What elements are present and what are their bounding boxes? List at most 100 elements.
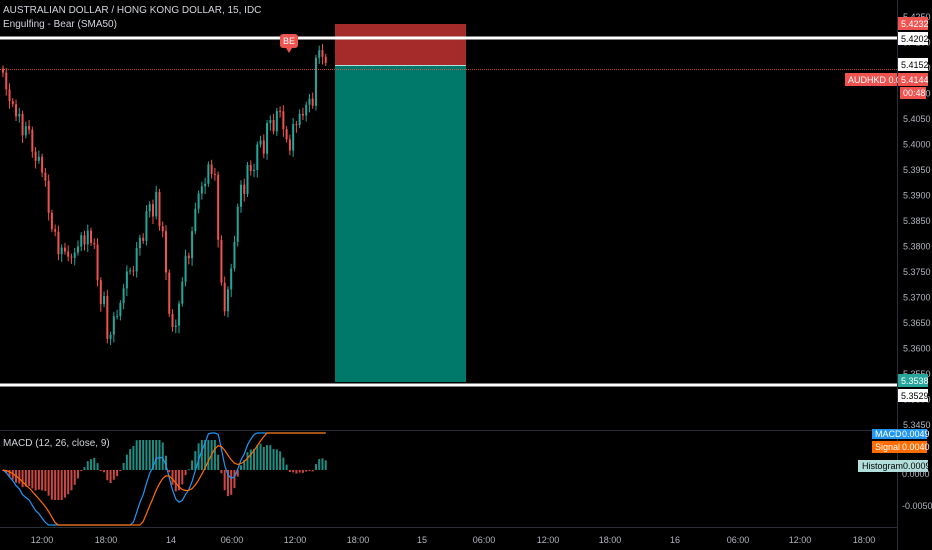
histogram-bar bbox=[279, 451, 282, 470]
histogram-bar bbox=[213, 440, 216, 470]
macd-axis-value: 0.0049 bbox=[902, 429, 930, 439]
time-tick: 16 bbox=[670, 535, 680, 545]
candle-body bbox=[233, 241, 236, 269]
candle-body bbox=[41, 156, 44, 173]
histogram-bar bbox=[184, 470, 187, 476]
candle-body bbox=[230, 268, 233, 290]
histogram-bar bbox=[37, 470, 40, 490]
time-tick: 12:00 bbox=[537, 535, 560, 545]
histogram-bar bbox=[308, 470, 311, 471]
price-tick: 5.3650 bbox=[903, 318, 931, 328]
candle-body bbox=[70, 256, 73, 258]
time-tick: 18:00 bbox=[347, 535, 370, 545]
candles-group bbox=[2, 44, 327, 345]
signal-axis-value: 0.0040 bbox=[902, 442, 930, 452]
histogram-bar bbox=[41, 470, 44, 491]
time-tick: 14 bbox=[166, 535, 176, 545]
candle-body bbox=[282, 111, 285, 130]
candle-body bbox=[90, 230, 93, 243]
histogram-bar bbox=[262, 446, 265, 470]
candle-body bbox=[311, 98, 314, 106]
chart-title[interactable]: AUSTRALIAN DOLLAR / HONG KONG DOLLAR, 15… bbox=[3, 5, 262, 16]
candle-body bbox=[269, 120, 272, 124]
candle-body bbox=[142, 237, 145, 241]
time-tick: 15 bbox=[417, 535, 427, 545]
time-axis[interactable]: 12:00 18:00 14 06:00 12:00 18:00 15 06:00 12:00 1… bbox=[31, 535, 876, 545]
engulfing-bear-marker[interactable]: BE bbox=[280, 34, 298, 53]
time-tick: 18:00 bbox=[853, 535, 876, 545]
candle-body bbox=[155, 191, 158, 217]
candle-body bbox=[223, 282, 226, 312]
time-tick: 06:00 bbox=[473, 535, 496, 545]
time-tick: 06:00 bbox=[221, 535, 244, 545]
histogram-bar bbox=[161, 442, 164, 470]
histogram-bar bbox=[311, 470, 314, 472]
histogram-bar bbox=[63, 470, 66, 498]
histogram-bar bbox=[135, 440, 138, 470]
time-tick: 18:00 bbox=[95, 535, 118, 545]
candle-body bbox=[165, 231, 167, 273]
histogram-bar bbox=[243, 460, 246, 470]
histogram-bar bbox=[138, 440, 141, 470]
candle-body bbox=[236, 206, 239, 242]
price-tick: 5.4000 bbox=[903, 140, 931, 150]
target-price-tag: 5.3538 bbox=[901, 376, 929, 386]
candle-body bbox=[76, 246, 79, 253]
time-tick: 06:00 bbox=[727, 535, 750, 545]
candle-body bbox=[181, 281, 184, 304]
candle-body bbox=[18, 113, 21, 117]
histogram-bar bbox=[181, 470, 184, 485]
histogram-bar bbox=[148, 440, 151, 470]
candle-body bbox=[138, 237, 141, 249]
price-tick: 5.3600 bbox=[903, 344, 931, 354]
candle-body bbox=[285, 129, 288, 140]
histogram-bar bbox=[318, 459, 321, 470]
candle-body bbox=[256, 144, 259, 170]
stop-loss-zone[interactable] bbox=[335, 24, 466, 65]
histogram-bar bbox=[5, 470, 8, 474]
candle-body bbox=[37, 156, 40, 161]
price-tick: 5.3950 bbox=[903, 165, 931, 175]
marker-label: BE bbox=[283, 36, 295, 46]
candle-body bbox=[197, 193, 200, 209]
candle-body bbox=[8, 89, 11, 102]
candle-body bbox=[220, 239, 223, 283]
histogram-bar bbox=[207, 440, 210, 470]
candle-body bbox=[145, 211, 148, 241]
histogram-bar bbox=[142, 440, 145, 470]
take-profit-zone[interactable] bbox=[335, 65, 466, 382]
indicator-label[interactable]: Engulfing - Bear (SMA50) bbox=[3, 19, 117, 30]
histogram-bar bbox=[256, 445, 259, 470]
histogram-bar bbox=[171, 470, 174, 485]
candle-body bbox=[96, 244, 99, 281]
macd-label[interactable]: MACD (12, 26, close, 9) bbox=[3, 438, 110, 449]
candle-body bbox=[119, 303, 122, 316]
histogram-bar bbox=[86, 461, 89, 470]
histogram-bar bbox=[99, 470, 102, 471]
price-tick: 5.3450 bbox=[903, 420, 931, 430]
signal-axis-label: Signal bbox=[875, 442, 900, 452]
price-tick: 5.3900 bbox=[903, 191, 931, 201]
histogram-bar bbox=[24, 470, 27, 487]
time-tick: 12:00 bbox=[789, 535, 812, 545]
candle-body bbox=[47, 180, 50, 213]
histogram-bar bbox=[236, 470, 239, 477]
histogram-bar bbox=[226, 470, 229, 497]
macd-axis-label: MACD bbox=[875, 429, 902, 439]
candle-body bbox=[34, 151, 37, 161]
histogram-bar bbox=[187, 469, 190, 471]
candle-body bbox=[116, 315, 119, 317]
histogram-bar bbox=[34, 470, 37, 491]
macd-tick-mid: 0.0000 bbox=[902, 469, 930, 479]
candle-body bbox=[200, 186, 203, 194]
histogram-bar bbox=[132, 446, 135, 470]
price-tick: 5.4050 bbox=[903, 114, 931, 124]
candle-body bbox=[253, 170, 256, 172]
candle-body bbox=[5, 72, 8, 90]
candle-body bbox=[28, 126, 31, 130]
histogram-axis-label: Histogram bbox=[862, 461, 903, 471]
candle-body bbox=[301, 113, 304, 116]
histogram-bar bbox=[174, 470, 177, 492]
histogram-bar bbox=[47, 470, 50, 496]
